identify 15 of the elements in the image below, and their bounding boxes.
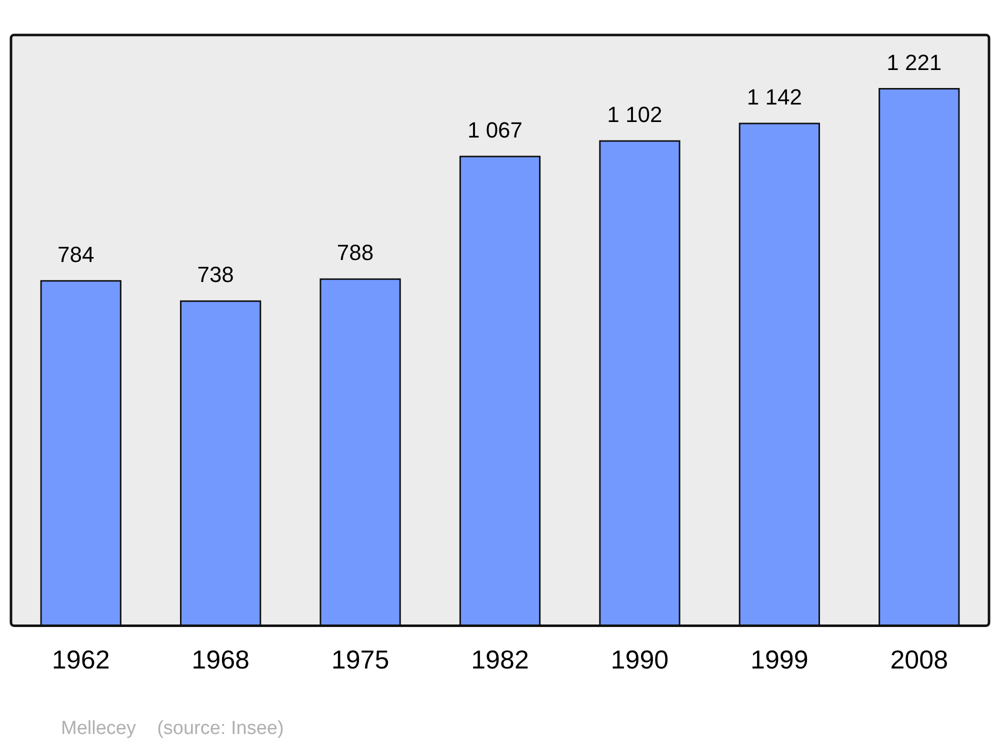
x-tick-label: 1975 bbox=[331, 644, 390, 675]
x-tick-label: 1999 bbox=[750, 644, 808, 675]
x-tick-label: 1982 bbox=[471, 644, 529, 675]
text: Mellecey (source: Insee) bbox=[61, 718, 284, 740]
x-tick-label: 1968 bbox=[192, 644, 250, 675]
data-label: 784 bbox=[58, 242, 94, 267]
data-label: 788 bbox=[336, 240, 374, 266]
data-label: 1 102 bbox=[607, 102, 662, 128]
x-tick-label: 1990 bbox=[610, 644, 669, 675]
data-label: 1 142 bbox=[746, 84, 802, 110]
x-tick-label: 2008 bbox=[890, 644, 948, 675]
x-tick-label: 1962 bbox=[52, 644, 110, 675]
data-label: 738 bbox=[197, 262, 234, 288]
data-label: 1 221 bbox=[886, 50, 942, 75]
data-label: 1 067 bbox=[467, 118, 523, 143]
